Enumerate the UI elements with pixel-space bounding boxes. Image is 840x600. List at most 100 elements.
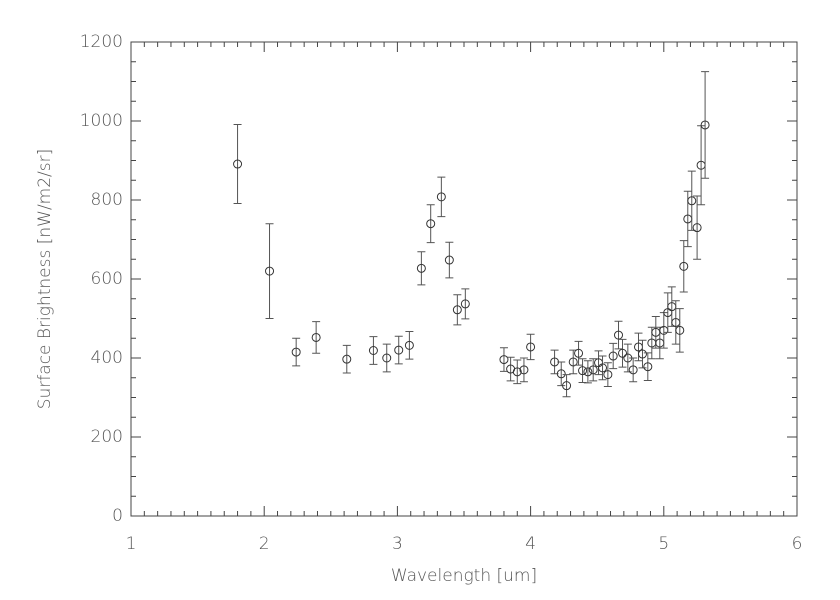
error-bar [578, 358, 587, 383]
y-tick-label: 400 [91, 348, 123, 368]
data-point [675, 325, 685, 335]
error-bar [663, 292, 672, 333]
y-tick-label: 1200 [80, 32, 123, 52]
error-bar [675, 308, 684, 353]
error-bar [461, 288, 470, 320]
error-bar [594, 350, 603, 376]
data-point [452, 305, 462, 315]
data-point [568, 357, 578, 367]
data-point [436, 192, 446, 202]
error-bar [417, 251, 426, 286]
data-point [687, 196, 697, 206]
data-point [342, 354, 352, 364]
error-bar [445, 241, 454, 279]
error-bar [405, 331, 414, 360]
x-tick-label: 2 [259, 534, 270, 554]
x-tick-label: 5 [658, 534, 669, 554]
error-bar [693, 195, 702, 260]
data-point [519, 365, 529, 375]
data-point [643, 362, 653, 372]
data-point [562, 381, 572, 391]
error-bar [614, 320, 623, 350]
y-tick-label: 200 [91, 427, 123, 447]
error-bar [655, 326, 664, 360]
plot-frame [130, 41, 798, 517]
x-tick-label: 3 [392, 534, 403, 554]
data-point [265, 266, 275, 276]
data-point [598, 363, 608, 373]
error-bar [569, 349, 578, 375]
data-point [444, 255, 454, 265]
error-bar [265, 223, 274, 319]
data-point [628, 365, 638, 375]
data-point [291, 347, 301, 357]
data-point [556, 369, 566, 379]
error-bar [589, 358, 598, 382]
data-point [637, 349, 647, 359]
error-bar [638, 339, 647, 369]
error-bar [574, 340, 583, 366]
data-point [416, 263, 426, 273]
error-bar [629, 357, 638, 383]
y-tick-label: 1000 [80, 111, 123, 131]
error-bar [623, 343, 632, 373]
error-bar [618, 338, 627, 368]
error-bar [634, 332, 643, 362]
data-point [574, 348, 584, 358]
data-point [460, 299, 470, 309]
data-point [499, 355, 509, 365]
data-point [394, 345, 404, 355]
x-tick-label: 4 [525, 534, 536, 554]
error-bar [437, 176, 446, 218]
data-point [692, 223, 702, 233]
data-point [404, 340, 414, 350]
data-point [233, 159, 243, 169]
error-bar [513, 359, 522, 385]
error-bar [369, 336, 378, 365]
y-tick-label: 600 [91, 269, 123, 289]
error-bar [233, 124, 242, 205]
error-bar [679, 240, 688, 293]
error-bar [609, 342, 618, 370]
error-bar [342, 344, 351, 374]
error-bar [453, 294, 462, 326]
error-bar [526, 333, 535, 361]
error-bar [499, 347, 508, 372]
error-bar [394, 335, 403, 365]
error-bar [519, 357, 528, 383]
error-bar [557, 361, 566, 387]
error-bar [382, 343, 391, 373]
data-point [583, 367, 593, 377]
error-bar [671, 300, 680, 345]
y-tick-label: 0 [112, 506, 123, 526]
error-bar [687, 170, 696, 231]
data-point [618, 348, 628, 358]
data-point [382, 353, 392, 363]
y-axis-label: Surface Brightness [nW/m2/sr] [35, 149, 55, 410]
data-point [700, 120, 710, 130]
data-point [526, 342, 536, 352]
error-bar [506, 356, 515, 382]
data-point [578, 366, 588, 376]
error-bar [603, 362, 612, 387]
error-bar [643, 352, 652, 382]
error-bar [312, 321, 321, 354]
data-point [368, 345, 378, 355]
data-point [588, 365, 598, 375]
data-point [608, 351, 618, 361]
data-point [311, 332, 321, 342]
error-bar [598, 355, 607, 381]
error-bar [659, 312, 668, 349]
x-tick-label: 1 [126, 534, 137, 554]
data-point [426, 219, 436, 229]
error-bar [292, 337, 301, 367]
y-tick-label: 800 [91, 190, 123, 210]
data-point [679, 261, 689, 271]
error-bar [701, 71, 710, 179]
error-bar [562, 374, 571, 398]
x-axis-label: Wavelength [um] [391, 566, 537, 586]
data-point [603, 370, 613, 380]
error-bar [583, 360, 592, 384]
data-point [512, 367, 522, 377]
